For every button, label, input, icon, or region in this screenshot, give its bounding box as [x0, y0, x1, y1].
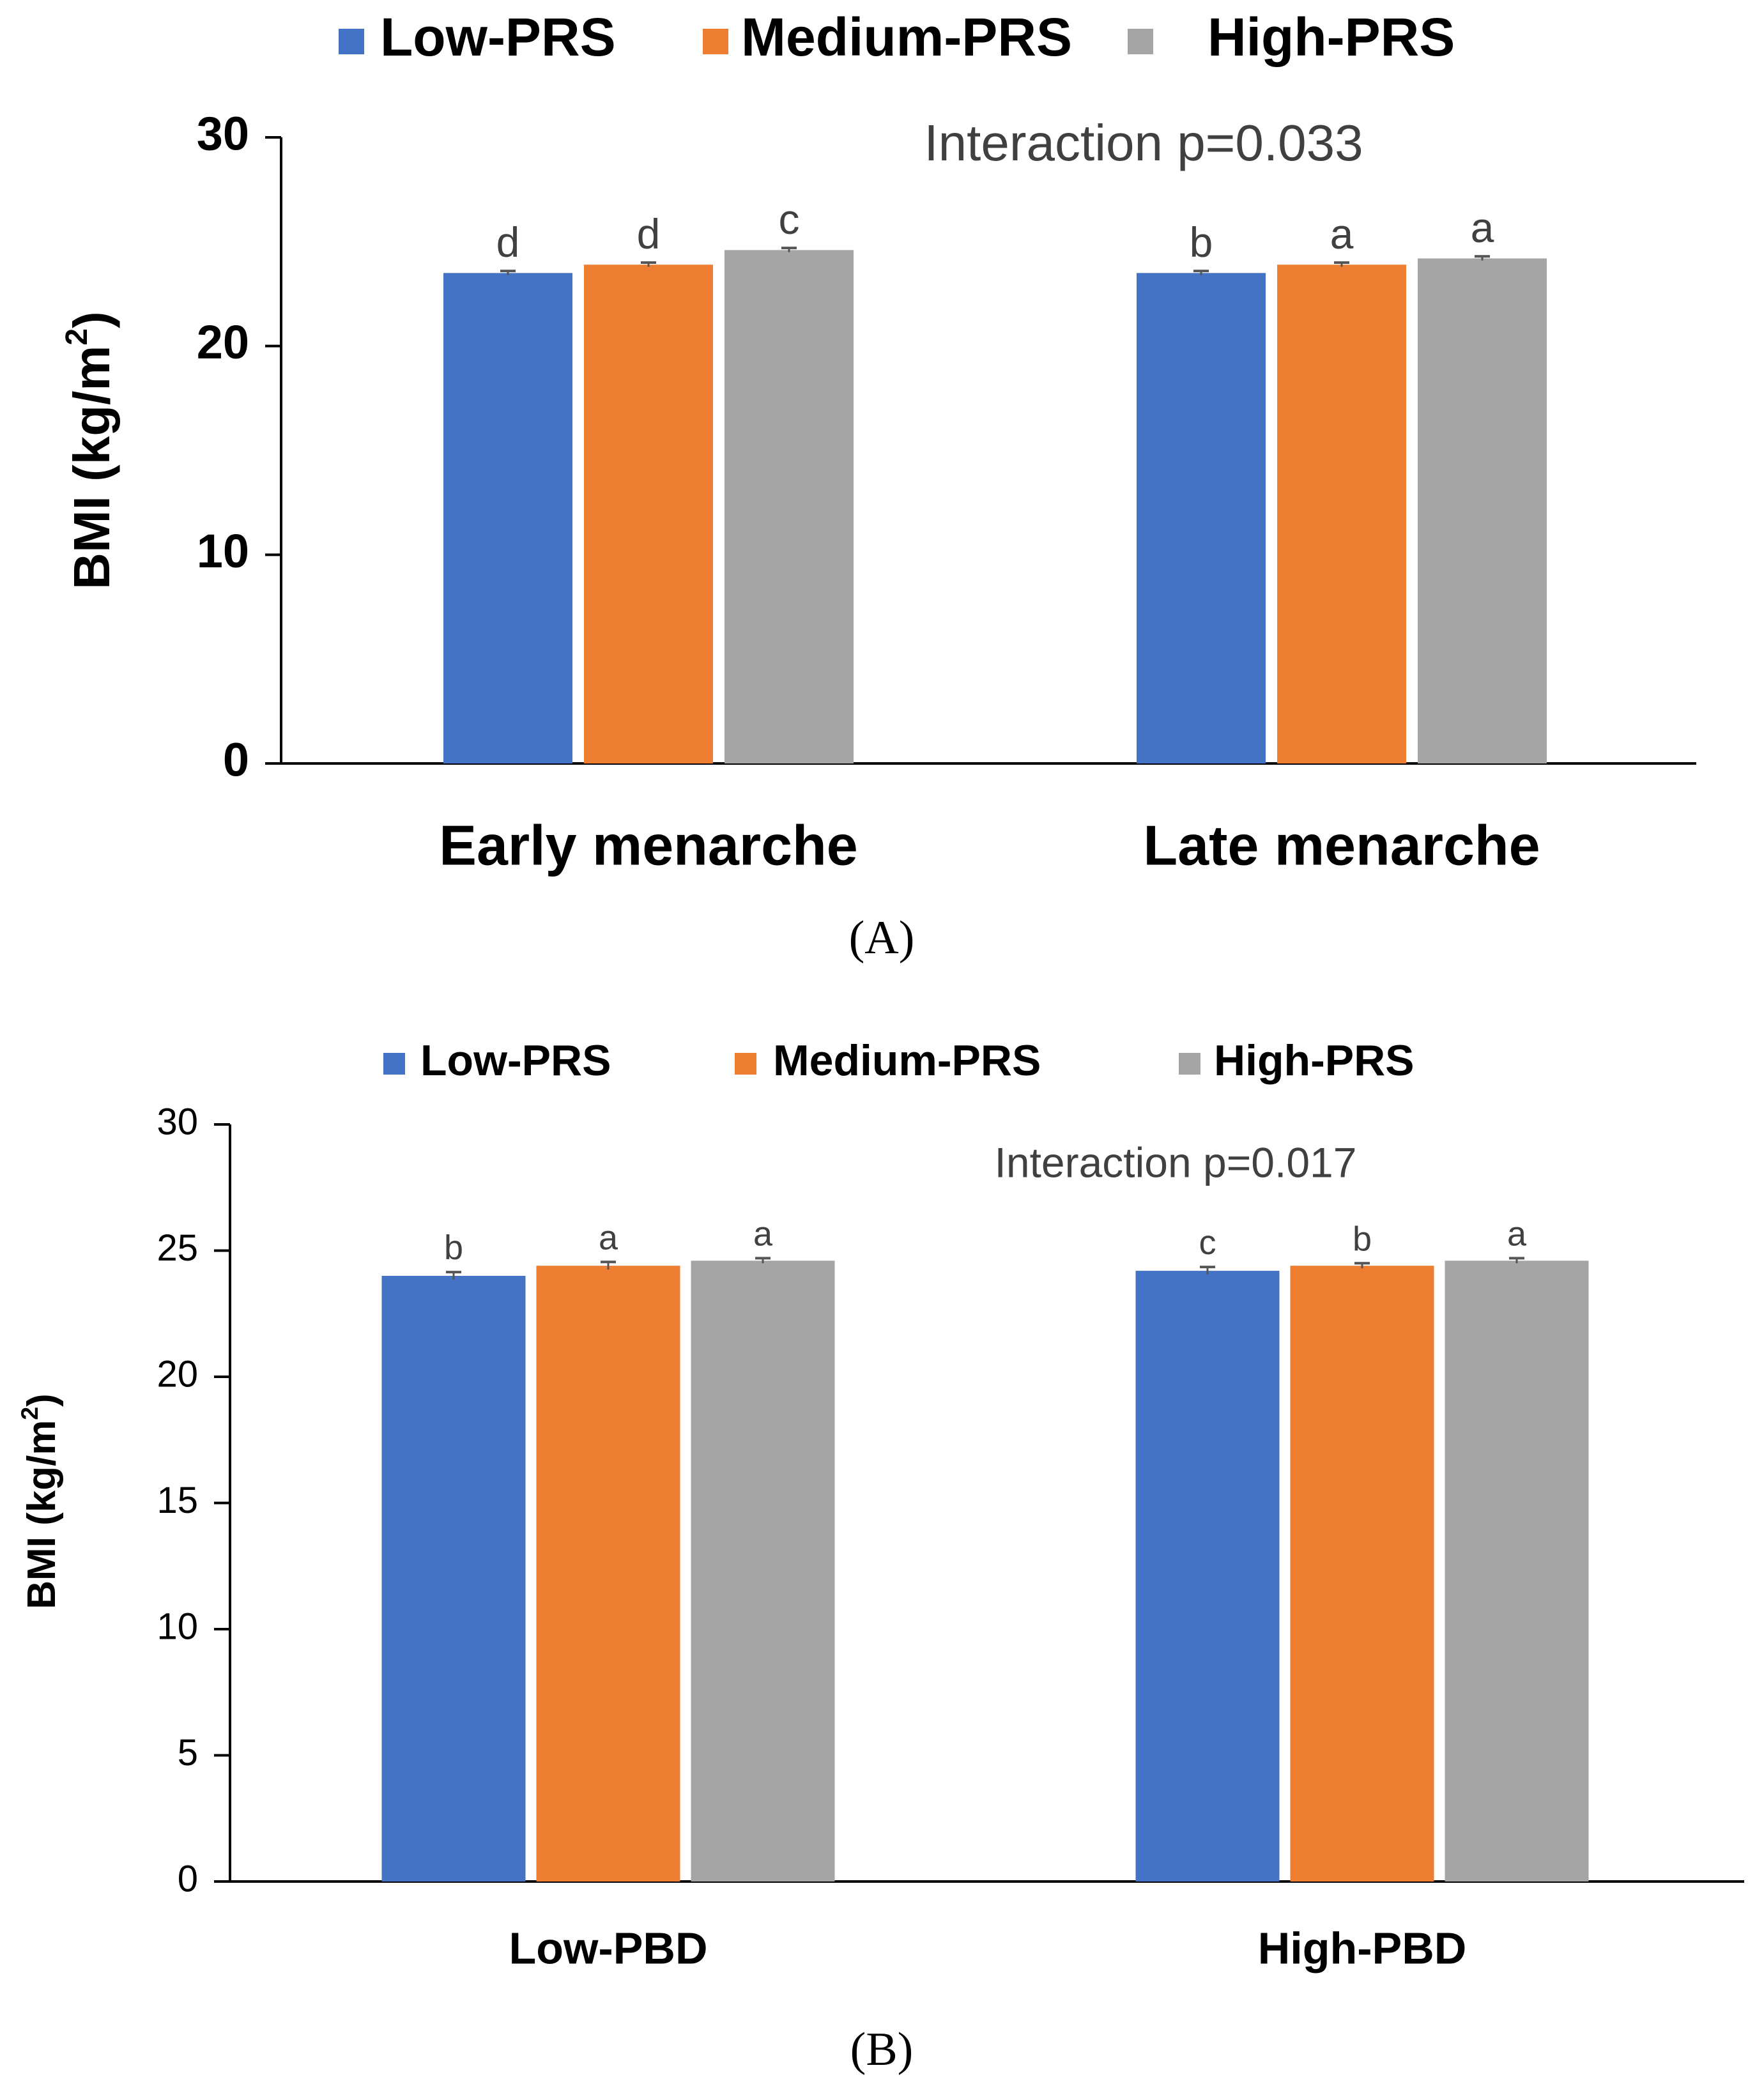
y-tick-label: 10 — [197, 525, 249, 578]
bar — [1290, 1266, 1434, 1882]
legend-label: High-PRS — [1214, 1036, 1415, 1085]
y-tick-label: 0 — [223, 733, 249, 786]
y-tick-label: 15 — [157, 1480, 198, 1521]
significance-letter: d — [637, 210, 661, 257]
y-tick-label: 0 — [178, 1858, 198, 1899]
panel-b: Low-PRS Medium-PRS High-PRS Interaction p=0… — [16, 1036, 1744, 2076]
panel-label: (B) — [850, 2023, 914, 2076]
panel-label: (A) — [849, 912, 915, 964]
legend-swatch — [383, 1053, 405, 1075]
bar — [443, 273, 572, 763]
significance-letter: a — [753, 1215, 773, 1253]
significance-letter: a — [1471, 204, 1494, 251]
significance-letter: a — [599, 1218, 618, 1257]
y-tick-label: 30 — [157, 1101, 198, 1142]
y-tick-label: 20 — [197, 316, 249, 369]
x-category-label: Early menarche — [439, 813, 858, 877]
bar — [1135, 1271, 1280, 1882]
bar — [1418, 258, 1547, 763]
y-tick-label: 10 — [157, 1606, 198, 1647]
legend: Low-PRS Medium-PRS High-PRS — [383, 1036, 1415, 1085]
bar — [536, 1266, 680, 1882]
significance-letter: c — [779, 195, 800, 243]
legend-swatch — [703, 29, 728, 54]
legend-label: Medium-PRS — [773, 1036, 1041, 1085]
x-category-label: Low-PBD — [509, 1923, 707, 1973]
bar — [725, 250, 854, 763]
y-axis-label: BMI (kg/m2) — [16, 1393, 65, 1609]
legend-label: Low-PRS — [380, 7, 616, 67]
bar — [691, 1261, 835, 1882]
bar — [584, 264, 713, 763]
legend-swatch — [1179, 1053, 1200, 1075]
interaction-annotation: Interaction p=0.033 — [924, 114, 1363, 171]
y-tick-label: 5 — [178, 1732, 198, 1774]
significance-letter: b — [1353, 1220, 1372, 1258]
legend: Low-PRS Medium-PRS High-PRS — [339, 7, 1455, 67]
legend-swatch — [339, 29, 364, 54]
significance-letter: d — [496, 218, 520, 266]
y-tick-label: 30 — [197, 107, 249, 160]
significance-letter: a — [1507, 1215, 1527, 1253]
bar — [381, 1276, 526, 1882]
bar — [1445, 1261, 1589, 1882]
legend-swatch — [735, 1053, 756, 1075]
y-tick-label: 20 — [157, 1353, 198, 1395]
bar — [1137, 273, 1266, 763]
y-tick-label: 25 — [157, 1227, 198, 1269]
interaction-annotation: Interaction p=0.017 — [995, 1138, 1357, 1186]
significance-letter: a — [1330, 210, 1354, 257]
panel-a: Low-PRS Medium-PRS High-PRS Interaction p=0… — [60, 7, 1696, 964]
significance-letter: c — [1199, 1223, 1216, 1262]
significance-letter: b — [444, 1229, 463, 1267]
legend-swatch — [1128, 29, 1153, 54]
x-category-label: High-PBD — [1258, 1923, 1467, 1973]
legend-label: Medium-PRS — [741, 7, 1072, 67]
bar — [1277, 264, 1406, 763]
x-category-label: Late menarche — [1143, 813, 1540, 877]
legend-label: High-PRS — [1208, 7, 1455, 67]
significance-letter: b — [1190, 218, 1213, 266]
y-axis-label: BMI (kg/m2) — [60, 311, 120, 590]
legend-label: Low-PRS — [420, 1036, 611, 1085]
